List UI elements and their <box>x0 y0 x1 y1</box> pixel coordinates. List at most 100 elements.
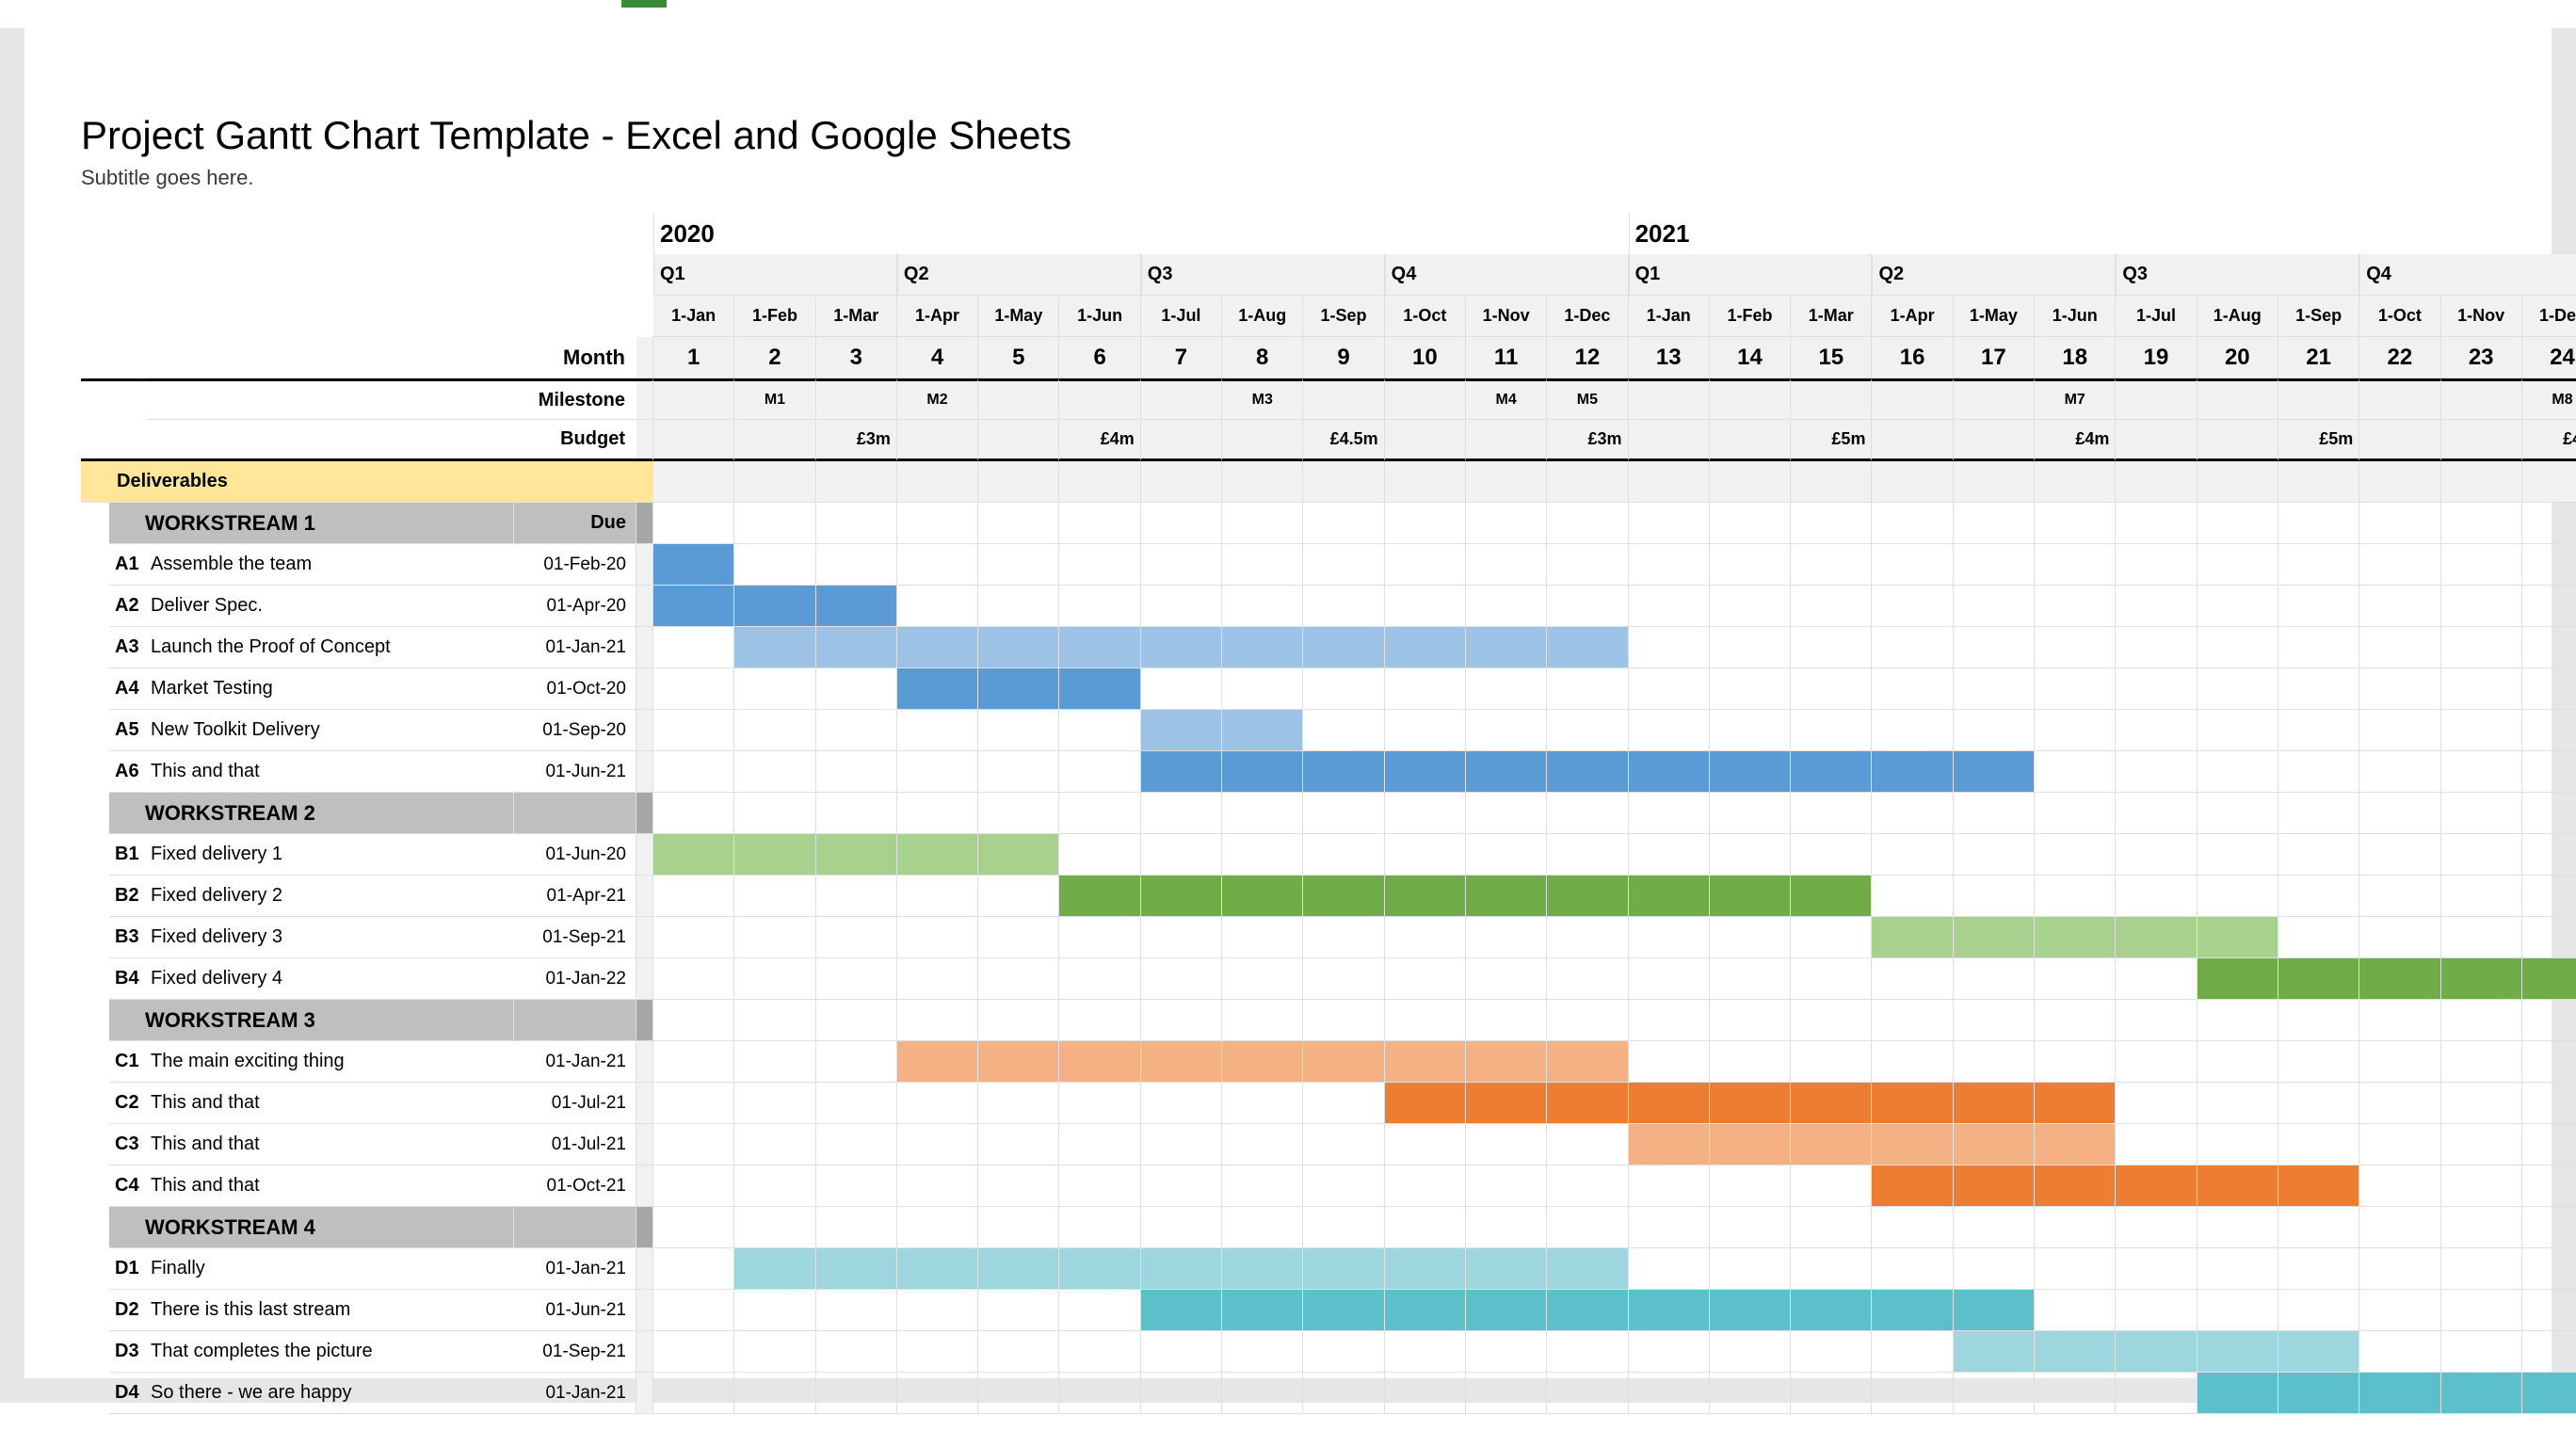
task-name: New Toolkit Delivery <box>147 710 514 751</box>
task-id: A6 <box>109 751 147 793</box>
gantt-bar-segment <box>816 1248 897 1290</box>
header-month-num: 24 <box>2522 337 2576 378</box>
task-id: A3 <box>109 627 147 668</box>
gantt-bar-segment <box>2035 1124 2116 1166</box>
task-name: Fixed delivery 3 <box>147 917 514 958</box>
gantt-bar-segment <box>2035 917 2116 958</box>
header-month: 1-Oct <box>1385 296 1466 337</box>
gantt-bar-segment <box>1222 876 1303 917</box>
gantt-bar-segment <box>1466 751 1547 793</box>
task-name: Deliver Spec. <box>147 586 514 627</box>
gantt-bar-segment <box>1303 1041 1384 1083</box>
gantt-bar-segment <box>1222 710 1303 751</box>
header-month: 1-Oct <box>2359 296 2440 337</box>
gantt-bar-segment <box>1872 1083 1953 1124</box>
task-id: C4 <box>109 1166 147 1207</box>
header-month-num: 18 <box>2035 337 2116 378</box>
gantt-bar-segment <box>2116 917 2197 958</box>
gantt-bar-segment <box>1872 1124 1953 1166</box>
gantt-bar-segment <box>978 668 1059 710</box>
gantt-bar-segment <box>653 544 734 586</box>
milestone-cell: M1 <box>734 378 815 420</box>
task-name: Fixed delivery 1 <box>147 834 514 876</box>
gantt-bar-segment <box>734 586 815 627</box>
header-month-num: 9 <box>1303 337 1384 378</box>
header-month-num: 14 <box>1710 337 1791 378</box>
workstream-due-label <box>514 793 636 834</box>
gantt-bar-segment <box>1872 751 1953 793</box>
gantt-bar-segment <box>1791 751 1872 793</box>
header-month-num: 10 <box>1385 337 1466 378</box>
header-quarter: Q1 <box>1629 254 1873 296</box>
gantt-bar-segment <box>1954 917 2035 958</box>
sheet-tab-indicator <box>621 0 667 8</box>
gantt-bar-segment <box>1059 627 1140 668</box>
workstream-cap <box>636 1207 653 1248</box>
gantt-bar-segment <box>1547 627 1628 668</box>
gantt-bar-segment <box>2198 1166 2278 1207</box>
workstream-due-label: Due <box>514 503 636 544</box>
gantt-bar-segment <box>2198 1331 2278 1373</box>
task-name: Fixed delivery 4 <box>147 958 514 1000</box>
header-month: 1-Sep <box>1303 296 1384 337</box>
gantt-bar-segment <box>2278 1166 2359 1207</box>
gantt-bar-segment <box>734 1248 815 1290</box>
gantt-bar-segment <box>2198 1373 2278 1414</box>
header-month-num: 12 <box>1547 337 1628 378</box>
gantt-bar-segment <box>816 834 897 876</box>
header-quarter: Q2 <box>1872 254 2116 296</box>
header-month: 1-Feb <box>734 296 815 337</box>
gantt-bar-segment <box>978 627 1059 668</box>
task-due: 01-Jun-21 <box>514 1290 636 1331</box>
task-id: B3 <box>109 917 147 958</box>
header-quarter: Q3 <box>1141 254 1385 296</box>
gantt-bar-segment <box>897 1041 978 1083</box>
gantt-bar-segment <box>1954 1124 2035 1166</box>
header-month-num: 19 <box>2116 337 2197 378</box>
gantt-bar-segment <box>653 834 734 876</box>
budget-cell: £5m <box>1791 420 1872 461</box>
gantt-bar-segment <box>1547 1290 1628 1331</box>
gantt-bar-segment <box>1466 1083 1547 1124</box>
gantt-bar-segment <box>1141 876 1222 917</box>
task-id: C2 <box>109 1083 147 1124</box>
gantt-bar-segment <box>1629 1290 1710 1331</box>
gantt-bar-segment <box>1466 1248 1547 1290</box>
gantt-bar-segment <box>1141 627 1222 668</box>
gantt-bar-segment <box>897 1248 978 1290</box>
header-month: 1-Aug <box>1222 296 1303 337</box>
gantt-bar-segment <box>1710 1290 1791 1331</box>
gantt-bar-segment <box>897 627 978 668</box>
milestone-cell: M7 <box>2035 378 2116 420</box>
header-month-num: 22 <box>2359 337 2440 378</box>
milestone-cell: M4 <box>1466 378 1547 420</box>
gantt-bar-segment <box>1547 876 1628 917</box>
gantt-bar-segment <box>1303 627 1384 668</box>
task-id: B2 <box>109 876 147 917</box>
task-due: 01-Jan-22 <box>514 958 636 1000</box>
gantt-bar-segment <box>978 1248 1059 1290</box>
header-month: 1-Jan <box>1629 296 1710 337</box>
gantt-bar-segment <box>2522 1373 2576 1414</box>
gantt-bar-segment <box>1547 1083 1628 1124</box>
gantt-bar-segment <box>2359 1373 2440 1414</box>
header-month-num: 6 <box>1059 337 1140 378</box>
header-month-num: 13 <box>1629 337 1710 378</box>
task-id: D4 <box>109 1373 147 1414</box>
task-id: C1 <box>109 1041 147 1083</box>
task-due: 01-Jan-21 <box>514 627 636 668</box>
task-name: This and that <box>147 1124 514 1166</box>
page-subtitle: Subtitle goes here. <box>81 166 2552 190</box>
header-month-num: 16 <box>1872 337 1953 378</box>
task-id: C3 <box>109 1124 147 1166</box>
task-id: B1 <box>109 834 147 876</box>
gantt-bar-segment <box>2198 917 2278 958</box>
gantt-bar-segment <box>1466 1041 1547 1083</box>
gantt-bar-segment <box>1954 1083 2035 1124</box>
gantt-bar-segment <box>1141 1290 1222 1331</box>
gantt-bar-segment <box>1141 1248 1222 1290</box>
gantt-bar-segment <box>1303 1290 1384 1331</box>
header-month: 1-Feb <box>1710 296 1791 337</box>
gantt-bar-segment <box>1222 1248 1303 1290</box>
header-month-num: 21 <box>2278 337 2359 378</box>
